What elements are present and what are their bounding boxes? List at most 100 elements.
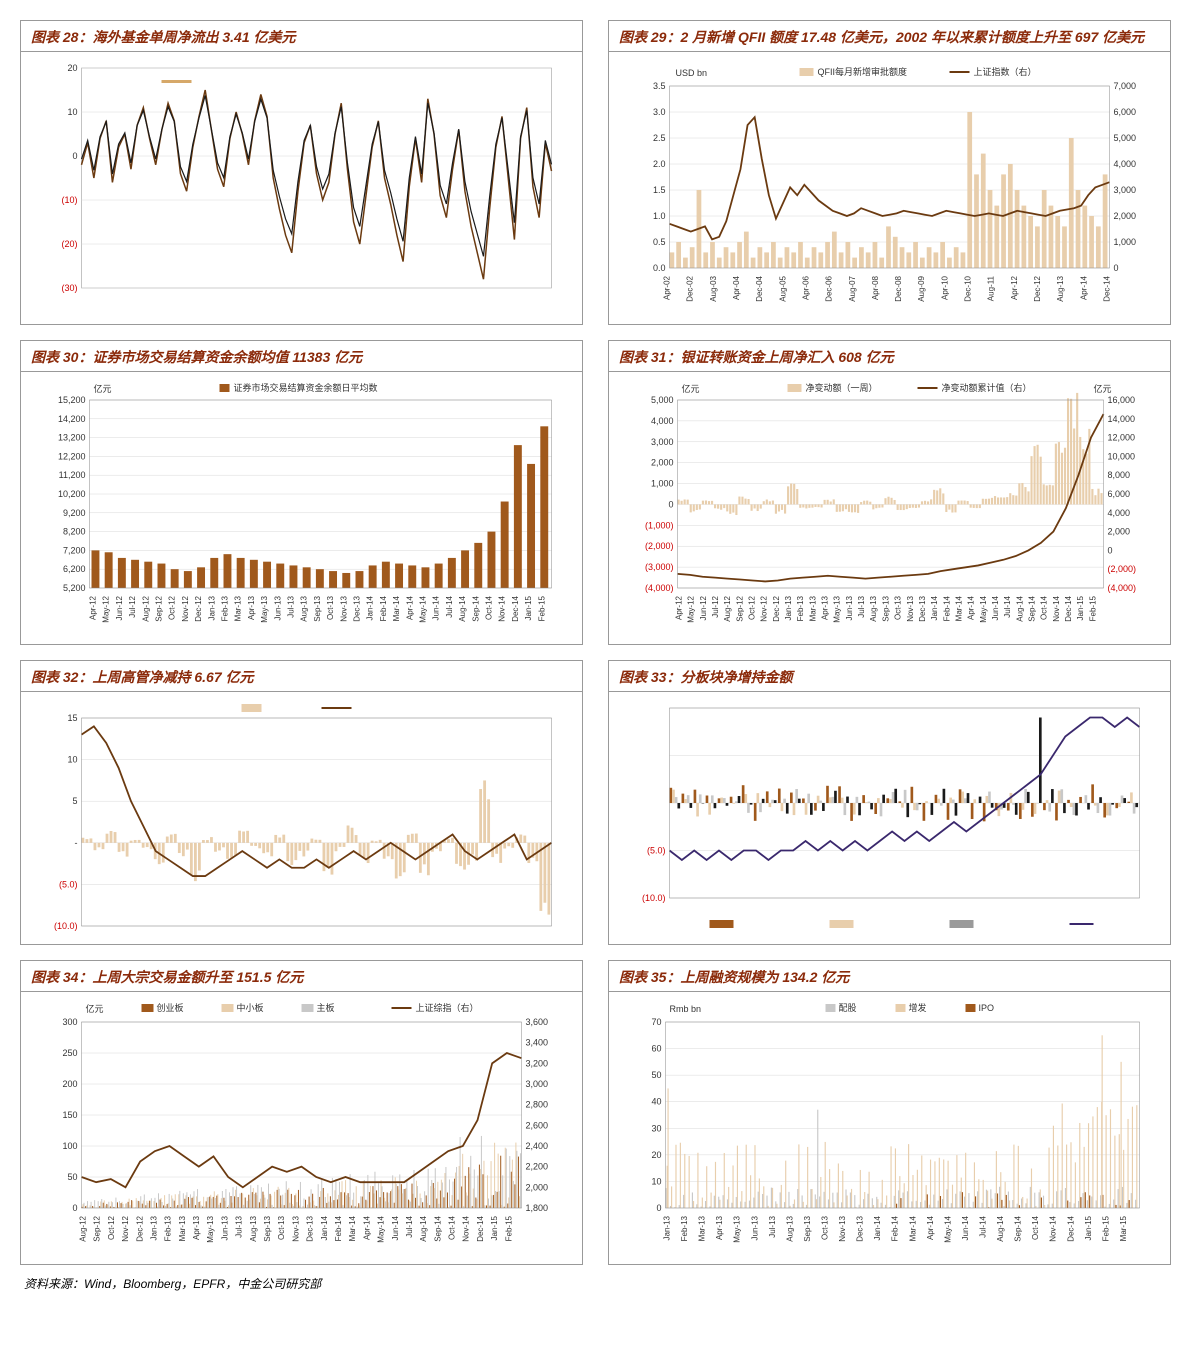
svg-text:30: 30 bbox=[651, 1123, 661, 1133]
svg-text:Jan-13: Jan-13 bbox=[784, 595, 793, 620]
svg-text:15: 15 bbox=[67, 713, 77, 723]
svg-text:Sep-14: Sep-14 bbox=[471, 595, 480, 621]
svg-text:Mar-15: Mar-15 bbox=[1119, 1215, 1128, 1241]
svg-text:Aug-14: Aug-14 bbox=[458, 595, 467, 621]
svg-text:Dec-14: Dec-14 bbox=[476, 1215, 485, 1241]
svg-text:Apr-10: Apr-10 bbox=[940, 275, 949, 300]
svg-text:Dec-02: Dec-02 bbox=[686, 275, 695, 301]
svg-text:9,200: 9,200 bbox=[63, 508, 86, 518]
panel-29: 图表 29：2 月新增 QFII 额度 17.48 亿美元，2002 年以来累计… bbox=[608, 20, 1171, 325]
svg-text:Aug-12: Aug-12 bbox=[723, 595, 732, 621]
svg-text:Feb-15: Feb-15 bbox=[537, 595, 546, 621]
svg-text:Oct-12: Oct-12 bbox=[168, 595, 177, 620]
svg-text:Sep-14: Sep-14 bbox=[433, 1215, 442, 1241]
svg-text:250: 250 bbox=[62, 1048, 77, 1058]
svg-text:Dec-06: Dec-06 bbox=[825, 275, 834, 301]
svg-text:Jan-15: Jan-15 bbox=[1076, 595, 1085, 620]
svg-text:Dec-12: Dec-12 bbox=[772, 595, 781, 621]
svg-text:Nov-13: Nov-13 bbox=[838, 1215, 847, 1241]
svg-text:Oct-13: Oct-13 bbox=[326, 595, 335, 620]
svg-text:Aug-12: Aug-12 bbox=[79, 1215, 88, 1241]
title-31: 图表 31：银证转账资金上周净汇入 608 亿元 bbox=[609, 341, 1170, 372]
svg-text:IPO: IPO bbox=[979, 1003, 995, 1013]
svg-text:5,200: 5,200 bbox=[63, 583, 86, 593]
svg-text:亿元: 亿元 bbox=[682, 383, 700, 394]
svg-text:Mar-13: Mar-13 bbox=[178, 1215, 187, 1241]
svg-text:Feb-13: Feb-13 bbox=[680, 1215, 689, 1241]
svg-text:3,000: 3,000 bbox=[651, 437, 674, 447]
svg-text:Dec-10: Dec-10 bbox=[964, 275, 973, 301]
svg-text:Aug-14: Aug-14 bbox=[419, 1215, 428, 1241]
svg-text:Jan-15: Jan-15 bbox=[490, 1215, 499, 1240]
chart-31: (4,000)(3,000)(2,000)(1,000)01,0002,0003… bbox=[609, 372, 1170, 644]
svg-text:Feb-15: Feb-15 bbox=[1088, 595, 1097, 621]
svg-text:Mar-14: Mar-14 bbox=[392, 595, 401, 621]
panel-31: 图表 31：银证转账资金上周净汇入 608 亿元 (4,000)(3,000)(… bbox=[608, 340, 1171, 645]
svg-text:(10.0): (10.0) bbox=[54, 921, 78, 931]
svg-text:(20): (20) bbox=[61, 239, 77, 249]
svg-text:14,200: 14,200 bbox=[58, 414, 86, 424]
svg-text:14,000: 14,000 bbox=[1108, 414, 1136, 424]
svg-text:Nov-12: Nov-12 bbox=[181, 595, 190, 621]
svg-text:Feb-13: Feb-13 bbox=[796, 595, 805, 621]
svg-text:Jun-14: Jun-14 bbox=[961, 1215, 970, 1240]
svg-text:2,800: 2,800 bbox=[526, 1100, 549, 1110]
svg-text:净变动额（一周）: 净变动额（一周） bbox=[806, 382, 878, 393]
svg-text:2,000: 2,000 bbox=[526, 1182, 549, 1192]
svg-text:Mar-14: Mar-14 bbox=[348, 1215, 357, 1241]
svg-text:4,000: 4,000 bbox=[1114, 159, 1137, 169]
chart-35: 010203040506070Rmb bn配股增发IPOJan-13Feb-13… bbox=[609, 992, 1170, 1264]
svg-text:USD bn: USD bn bbox=[676, 68, 708, 78]
svg-text:(10): (10) bbox=[61, 195, 77, 205]
panel-30: 图表 30：证券市场交易结算资金余额均值 11383 亿元 5,200 6,200… bbox=[20, 340, 583, 645]
svg-text:Jul-13: Jul-13 bbox=[768, 1215, 777, 1237]
svg-text:上证综指（右）: 上证综指（右） bbox=[416, 1002, 479, 1013]
svg-text:May-13: May-13 bbox=[206, 1215, 215, 1242]
chart-29: 0.00.51.01.52.02.53.03.501,0002,0003,000… bbox=[609, 52, 1170, 324]
svg-text:0: 0 bbox=[72, 1203, 77, 1213]
svg-text:10,200: 10,200 bbox=[58, 489, 86, 499]
svg-text:Apr-14: Apr-14 bbox=[1079, 275, 1088, 300]
svg-text:3,400: 3,400 bbox=[526, 1038, 549, 1048]
svg-text:Jul-12: Jul-12 bbox=[128, 595, 137, 617]
svg-text:Apr-04: Apr-04 bbox=[732, 275, 741, 300]
svg-text:3,000: 3,000 bbox=[526, 1079, 549, 1089]
svg-text:5,000: 5,000 bbox=[1114, 133, 1137, 143]
svg-text:May-12: May-12 bbox=[687, 595, 696, 622]
svg-text:Apr-14: Apr-14 bbox=[405, 595, 414, 620]
svg-text:Mar-13: Mar-13 bbox=[698, 1215, 707, 1241]
svg-text:Feb-15: Feb-15 bbox=[1101, 1215, 1110, 1241]
svg-text:Feb-15: Feb-15 bbox=[504, 1215, 513, 1241]
svg-text:Apr-06: Apr-06 bbox=[801, 275, 810, 300]
panel-35: 图表 35：上周融资规模为 134.2 亿元 010203040506070Rm… bbox=[608, 960, 1171, 1265]
svg-text:1,000: 1,000 bbox=[1114, 237, 1137, 247]
svg-text:6,200: 6,200 bbox=[63, 564, 86, 574]
svg-text:2,400: 2,400 bbox=[526, 1141, 549, 1151]
svg-text:Jun-14: Jun-14 bbox=[991, 595, 1000, 620]
title-28: 图表 28：海外基金单周净流出 3.41 亿美元 bbox=[21, 21, 582, 52]
source-line: 资料来源：Wind，Bloomberg，EPFR，中金公司研究部 bbox=[20, 1275, 1171, 1292]
svg-text:0: 0 bbox=[668, 499, 673, 509]
svg-text:Aug-13: Aug-13 bbox=[785, 1215, 794, 1241]
svg-text:10: 10 bbox=[67, 107, 77, 117]
svg-text:16,000: 16,000 bbox=[1108, 395, 1136, 405]
svg-text:证券市场交易结算资金余额日平均数: 证券市场交易结算资金余额日平均数 bbox=[234, 382, 378, 393]
svg-text:(3,000): (3,000) bbox=[645, 562, 674, 572]
svg-text:Nov-14: Nov-14 bbox=[1049, 1215, 1058, 1241]
svg-text:Apr-13: Apr-13 bbox=[715, 1215, 724, 1240]
svg-text:100: 100 bbox=[62, 1141, 77, 1151]
chart-28: (30)(20)(10)01020 bbox=[21, 52, 582, 304]
svg-text:Aug-12: Aug-12 bbox=[141, 595, 150, 621]
svg-text:Sep-13: Sep-13 bbox=[803, 1215, 812, 1241]
svg-text:May-13: May-13 bbox=[833, 595, 842, 622]
svg-text:150: 150 bbox=[62, 1110, 77, 1120]
svg-text:Sep-12: Sep-12 bbox=[735, 595, 744, 621]
svg-text:(1,000): (1,000) bbox=[645, 520, 674, 530]
svg-text:60: 60 bbox=[651, 1044, 661, 1054]
svg-text:Aug-13: Aug-13 bbox=[300, 595, 309, 621]
title-30: 图表 30：证券市场交易结算资金余额均值 11383 亿元 bbox=[21, 341, 582, 372]
svg-text:Apr-13: Apr-13 bbox=[192, 1215, 201, 1240]
svg-text:Oct-13: Oct-13 bbox=[821, 1215, 830, 1240]
svg-text:Jul-14: Jul-14 bbox=[405, 1215, 414, 1237]
svg-text:增发: 增发 bbox=[909, 1002, 927, 1013]
